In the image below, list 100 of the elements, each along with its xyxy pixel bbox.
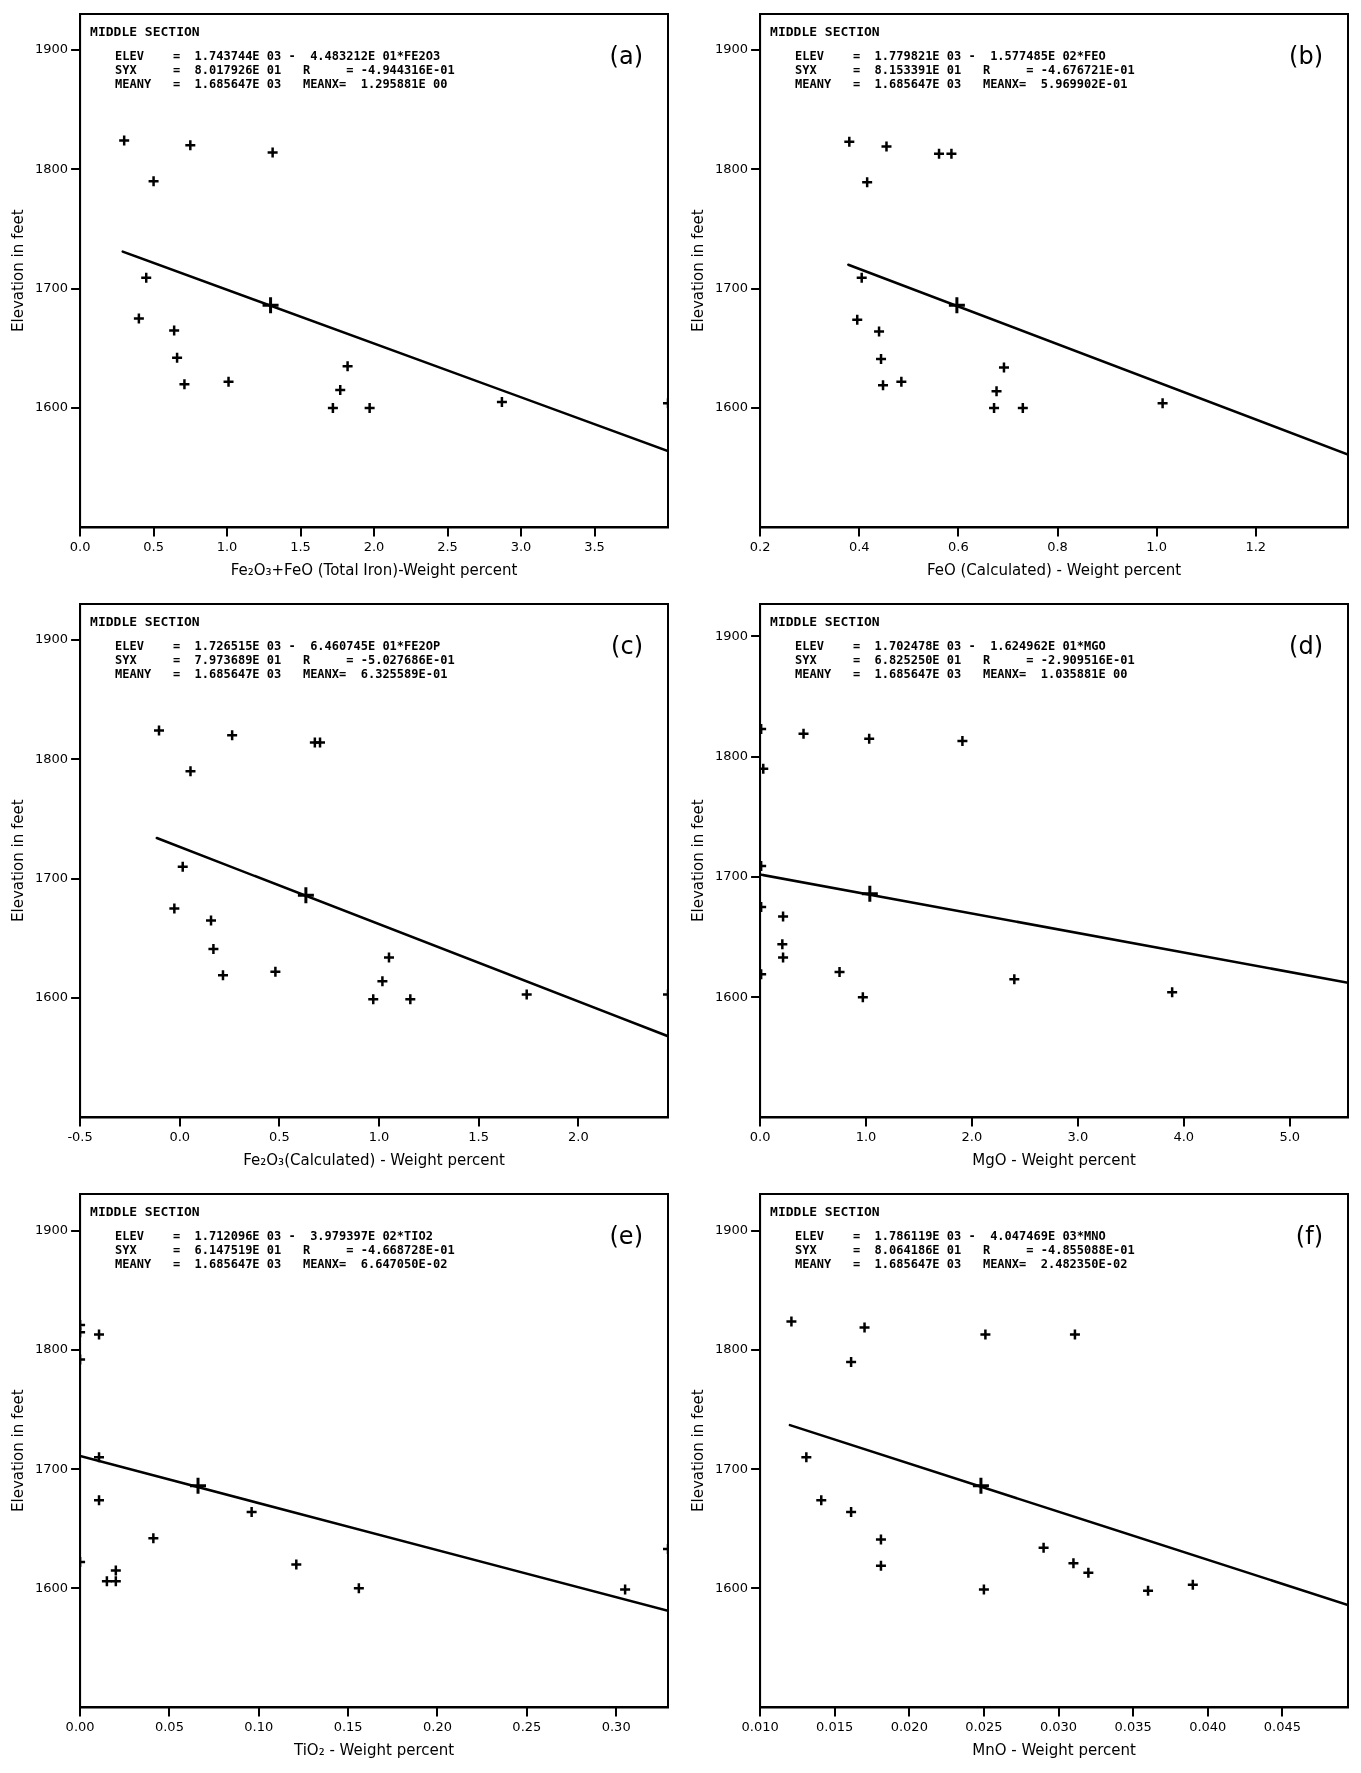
- point: [290, 1558, 303, 1571]
- point: [1082, 1566, 1095, 1580]
- point: [168, 902, 181, 915]
- point: [216, 969, 230, 982]
- point: [152, 724, 166, 737]
- y-axis-title: Elevation in feet: [688, 1389, 707, 1512]
- x-tick-label: 3.0: [1067, 1128, 1089, 1144]
- point: [1037, 1541, 1050, 1555]
- x-tick-label: 1.5: [468, 1128, 490, 1144]
- x-tick-label: 3.5: [584, 538, 605, 554]
- x-axis-title: TiO₂ - Weight percent: [292, 1740, 455, 1759]
- x-tick-label: 0.8: [1047, 538, 1068, 554]
- point: [874, 352, 888, 366]
- y-tick-label: 1700: [34, 869, 69, 885]
- x-axis-title: Fe₂O₃(Calculated) - Weight percent: [243, 1150, 505, 1169]
- point: [844, 1505, 858, 1519]
- y-axis-title: Elevation in feet: [688, 799, 707, 922]
- y-tick-label: 1700: [714, 868, 749, 884]
- x-tick-label: 0.00: [65, 1718, 95, 1734]
- x-tick-label: 0.25: [512, 1718, 542, 1734]
- annotation: ELEV = 1.702478E 03 - 1.624962E 01*MGO: [795, 639, 1106, 653]
- point: [367, 992, 380, 1006]
- point: [776, 938, 789, 951]
- y-tick-label: 1700: [714, 279, 749, 295]
- x-tick-label: 1.0: [216, 538, 238, 554]
- point: [352, 1582, 366, 1595]
- point: [178, 377, 191, 391]
- point: [269, 965, 282, 978]
- x-tick-label: 1.5: [290, 538, 311, 554]
- x-axis-title: Fe₂O₃+FeO (Total Iron)-Weight percent: [230, 560, 518, 579]
- point: [341, 359, 354, 373]
- y-tick-label: 1900: [34, 631, 69, 647]
- point: [1068, 1328, 1082, 1341]
- point: [92, 1451, 106, 1464]
- point: [956, 734, 969, 748]
- annotation: SYX = 8.064186E 01 R = -4.855088E-01: [795, 1243, 1135, 1257]
- point: [225, 729, 239, 742]
- x-tick-label: 2.0: [567, 1128, 589, 1144]
- x-tick-label: 0.020: [890, 1718, 928, 1734]
- point: [92, 1328, 106, 1341]
- point: [843, 135, 856, 148]
- y-tick-label: 1800: [714, 1341, 749, 1357]
- point: [495, 395, 509, 409]
- y-tick-label: 1800: [714, 748, 749, 764]
- x-tick-label: 0.0: [169, 1128, 191, 1144]
- point: [170, 351, 184, 365]
- x-tick-label: 1.0: [1146, 538, 1167, 554]
- point: [132, 312, 146, 325]
- x-tick-label: 0.045: [1263, 1718, 1301, 1734]
- point: [990, 385, 1003, 398]
- text: MIDDLE SECTION: [770, 614, 880, 629]
- point: [1016, 401, 1030, 415]
- x-tick-label: 0.025: [965, 1718, 1003, 1734]
- y-tick-label: 1600: [714, 399, 749, 415]
- annotation: SYX = 8.153391E 01 R = -4.676721E-01: [795, 63, 1135, 77]
- x-tick-label: 0.035: [1114, 1718, 1152, 1734]
- x-tick-label: 0.0: [749, 1128, 771, 1144]
- point: [376, 975, 389, 988]
- annotation: ELEV = 1.712096E 03 - 3.979397E 02*TIO2: [115, 1229, 433, 1243]
- annotation: ELEV = 1.779821E 03 - 1.577485E 02*FEO: [795, 49, 1106, 63]
- y-axis-title: Elevation in feet: [8, 799, 27, 922]
- annotation: MEANY = 1.685647E 03 MEANX= 6.647050E-02: [115, 1257, 448, 1271]
- point: [520, 988, 533, 1001]
- annotation: MEANY = 1.685647E 03 MEANX= 2.482350E-02: [795, 1257, 1128, 1271]
- y-axis-title: Elevation in feet: [8, 1389, 27, 1512]
- y-tick-label: 1700: [714, 1460, 749, 1476]
- x-tick-label: 0.30: [601, 1718, 631, 1734]
- x-tick-label: 0.5: [269, 1128, 290, 1144]
- annotation: (a): [609, 42, 643, 70]
- x-tick-label: 0.040: [1189, 1718, 1227, 1734]
- y-tick-label: 1900: [714, 41, 749, 57]
- x-axis-title: MnO - Weight percent: [972, 1740, 1136, 1759]
- y-tick-label: 1900: [714, 1222, 749, 1238]
- annotation: (e): [609, 1222, 643, 1250]
- point: [1008, 972, 1021, 986]
- point: [167, 324, 181, 337]
- point: [1165, 986, 1179, 999]
- point: [833, 965, 846, 979]
- point: [261, 295, 281, 315]
- y-tick-label: 1600: [34, 989, 69, 1005]
- annotation: ELEV = 1.726515E 03 - 6.460745E 01*FE2OP: [115, 639, 441, 653]
- point: [326, 401, 340, 415]
- point: [100, 1574, 114, 1588]
- point: [850, 313, 864, 326]
- text: MIDDLE SECTION: [90, 24, 200, 39]
- y-tick-label: 1600: [714, 988, 749, 1004]
- point: [971, 1476, 991, 1496]
- x-tick-label: 1.2: [1245, 538, 1267, 554]
- point: [987, 401, 1001, 415]
- x-tick-label: 2.0: [363, 538, 385, 554]
- point: [997, 361, 1011, 374]
- point: [874, 1559, 888, 1572]
- point: [1156, 396, 1169, 410]
- x-tick-label: 0.05: [154, 1718, 184, 1734]
- point: [1067, 1557, 1080, 1570]
- y-tick-label: 1600: [34, 399, 69, 415]
- point: [245, 1505, 258, 1519]
- point: [876, 379, 890, 392]
- point: [266, 146, 279, 159]
- point: [204, 914, 218, 927]
